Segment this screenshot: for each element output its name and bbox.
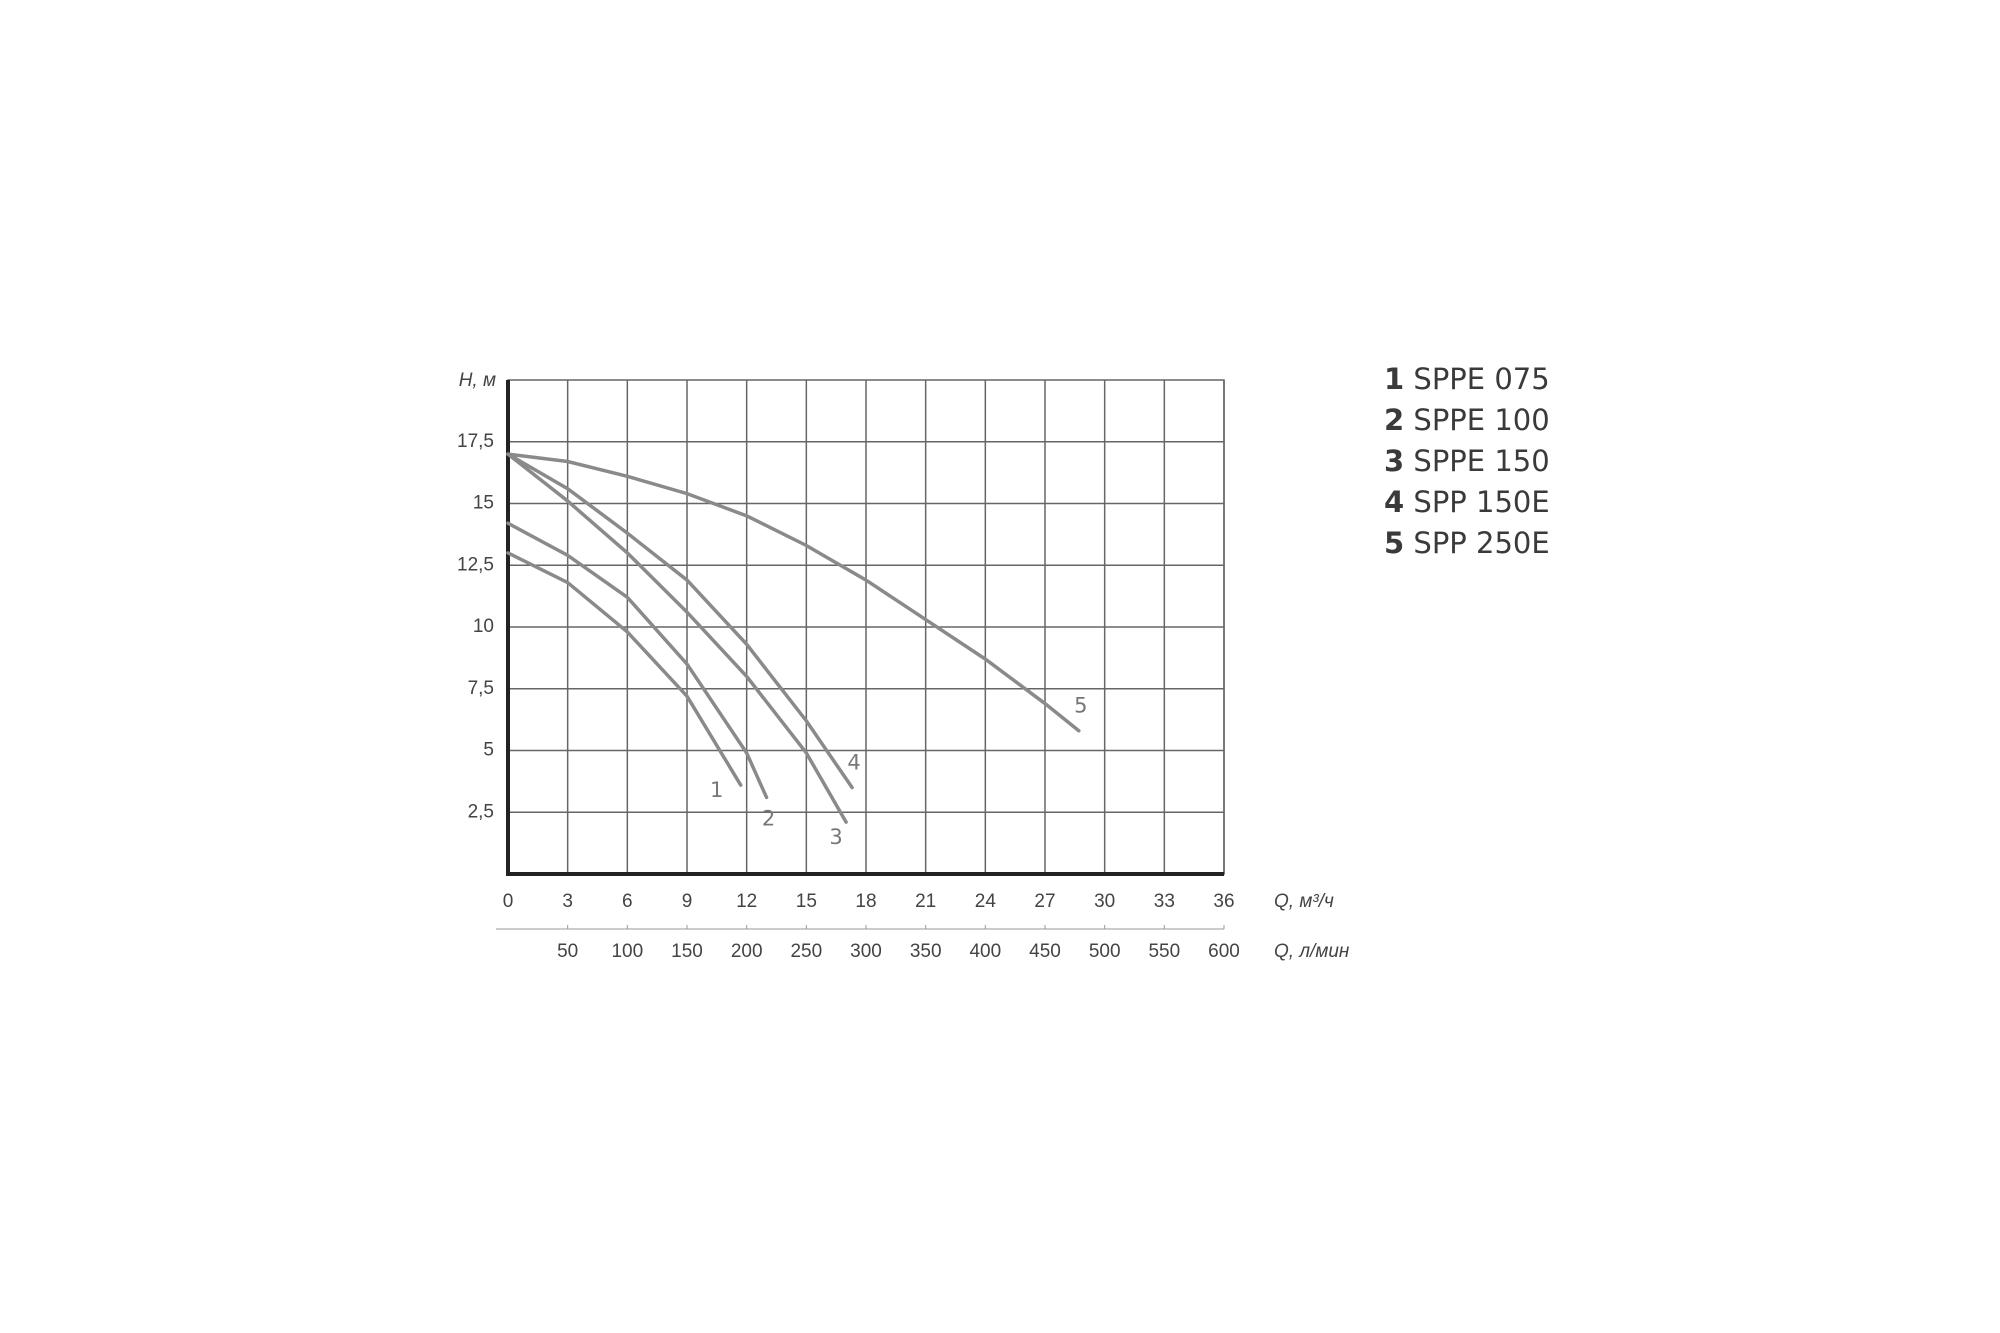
curve xyxy=(506,452,848,824)
legend-number: 3 xyxy=(1384,444,1404,478)
legend-space xyxy=(1404,485,1413,519)
legend-model: SPPE 100 xyxy=(1413,403,1549,437)
x2-tick-label: 300 xyxy=(850,941,882,962)
legend-space xyxy=(1404,362,1413,396)
x2-tick-label: 250 xyxy=(790,941,822,962)
legend-space xyxy=(1404,403,1413,437)
curve xyxy=(506,452,854,790)
x2-tick-label: 50 xyxy=(557,941,578,962)
x-tick-label: 3 xyxy=(562,891,573,912)
x-tick-label: 24 xyxy=(975,891,997,912)
curve-label: 2 xyxy=(762,806,775,830)
curve xyxy=(506,551,743,787)
y-tick-label: 5 xyxy=(483,740,494,761)
x2-tick-label: 100 xyxy=(611,941,643,962)
x2-tick-label: 200 xyxy=(731,941,763,962)
x-tick-label: 33 xyxy=(1154,891,1175,912)
x-tick-label: 30 xyxy=(1094,891,1115,912)
curve xyxy=(506,521,769,800)
x2-tick-label: 550 xyxy=(1148,941,1180,962)
legend-entry: 3 SPPE 150 xyxy=(1384,444,1550,478)
legend-entry: 1 SPPE 075 xyxy=(1384,362,1550,396)
legend-number: 5 xyxy=(1384,526,1404,560)
x2-tick-label: 400 xyxy=(969,941,1001,962)
legend-number: 1 xyxy=(1384,362,1404,396)
x-axis-label: Q, м³/ч xyxy=(1274,891,1334,912)
legend-model: SPPE 075 xyxy=(1413,362,1549,396)
x-tick-label: 12 xyxy=(736,891,757,912)
legend-model: SPP 250E xyxy=(1413,526,1549,560)
legend-entry: 2 SPPE 100 xyxy=(1384,403,1550,437)
x-tick-label: 18 xyxy=(855,891,876,912)
legend-entry: 5 SPP 250E xyxy=(1384,526,1550,560)
legend-model: SPP 150E xyxy=(1413,485,1549,519)
y-tick-label: 2,5 xyxy=(468,801,494,822)
x-tick-label: 9 xyxy=(682,891,693,912)
y-axis-label: H, м xyxy=(459,370,496,391)
y-tick-label: 12,5 xyxy=(457,554,494,575)
legend-space xyxy=(1404,444,1413,478)
legend-number: 2 xyxy=(1384,403,1404,437)
curve xyxy=(506,452,1081,733)
y-tick-label: 15 xyxy=(473,493,494,514)
legend-number: 4 xyxy=(1384,485,1404,519)
x2-tick-label: 350 xyxy=(910,941,942,962)
y-tick-label: 17,5 xyxy=(457,431,494,452)
y-tick-label: 7,5 xyxy=(468,678,494,699)
x-tick-label: 27 xyxy=(1034,891,1055,912)
curve-label: 1 xyxy=(710,778,723,802)
legend-model: SPPE 150 xyxy=(1413,444,1549,478)
x2-tick-label: 600 xyxy=(1208,941,1240,962)
legend-entry: 4 SPP 150E xyxy=(1384,485,1550,519)
x2-tick-label: 450 xyxy=(1029,941,1061,962)
x2-axis-label: Q, л/мин xyxy=(1274,941,1350,962)
x-tick-label: 15 xyxy=(796,891,817,912)
y-tick-label: 10 xyxy=(473,616,494,637)
curve-label: 5 xyxy=(1074,694,1087,718)
x-tick-label: 36 xyxy=(1213,891,1234,912)
x-tick-label: 21 xyxy=(915,891,936,912)
curve-label: 3 xyxy=(829,825,842,849)
curve-label: 4 xyxy=(847,751,860,775)
x-tick-label: 6 xyxy=(622,891,633,912)
x2-tick-label: 500 xyxy=(1089,941,1121,962)
x-tick-label: 0 xyxy=(503,891,514,912)
legend-space xyxy=(1404,526,1413,560)
x2-tick-label: 150 xyxy=(671,941,703,962)
